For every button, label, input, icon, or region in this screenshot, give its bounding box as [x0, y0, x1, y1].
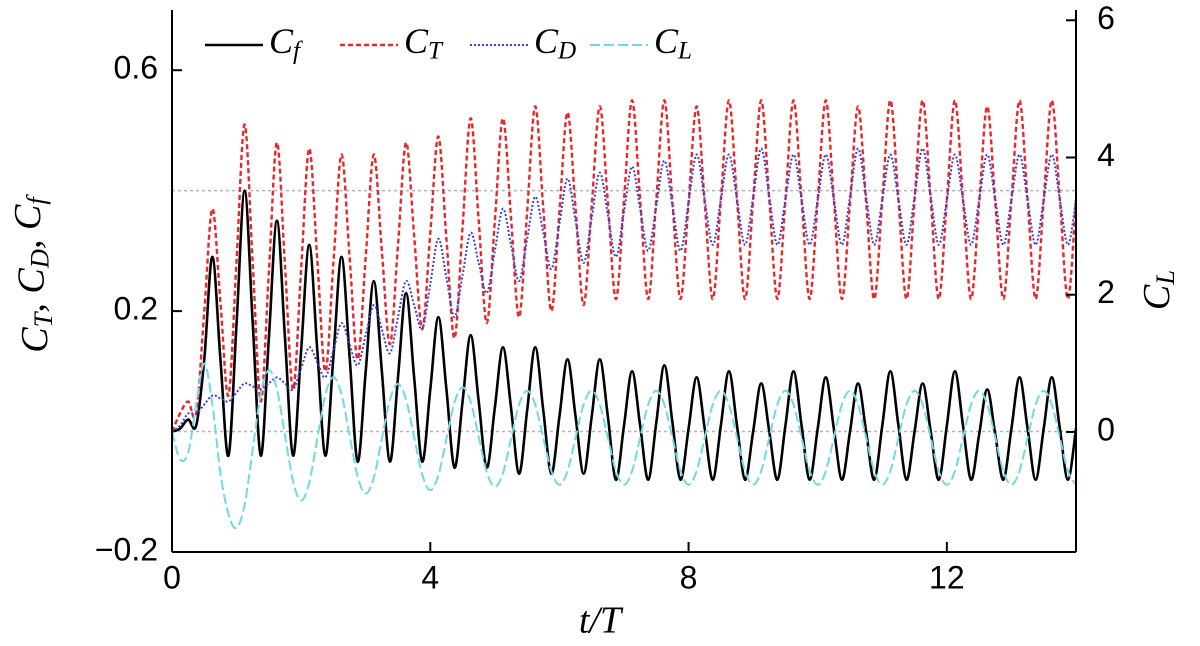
x-tick-label: 4	[421, 559, 439, 595]
legend-label: Cf​	[269, 21, 303, 64]
y-tick-label: 0.6	[114, 50, 158, 86]
x-axis-label: t/T	[579, 600, 624, 642]
legend: Cf​ CT​ CD​ CL​	[205, 21, 692, 64]
y-axis-label: CT​, CD​, Cf​	[7, 194, 58, 353]
x-tick-label: 0	[163, 559, 181, 595]
series-line	[171, 189, 1078, 482]
axes: 0 4 8 12 −0.2 0.2 0.6 0 2 4 6	[95, 0, 1115, 595]
legend-label: CD​	[534, 21, 576, 64]
y2-tick-label: 4	[1097, 137, 1115, 173]
series-line	[171, 147, 1077, 433]
legend-label: CT​	[404, 21, 444, 64]
y2-tick-label: 2	[1097, 274, 1115, 310]
grid	[172, 189, 1076, 433]
legend-label: CL​	[654, 21, 692, 64]
series-line	[171, 362, 1077, 530]
y-tick-label: −0.2	[95, 531, 158, 567]
series-line	[170, 99, 1078, 433]
y2-tick-label: 0	[1097, 411, 1115, 447]
x-tick-label: 8	[680, 559, 698, 595]
y2-tick-label: 6	[1097, 0, 1115, 36]
plot-lines	[170, 99, 1078, 530]
y2-axis-label: CL​	[1136, 270, 1180, 310]
x-tick-label: 12	[929, 559, 965, 595]
y-tick-label: 0.2	[114, 291, 158, 327]
